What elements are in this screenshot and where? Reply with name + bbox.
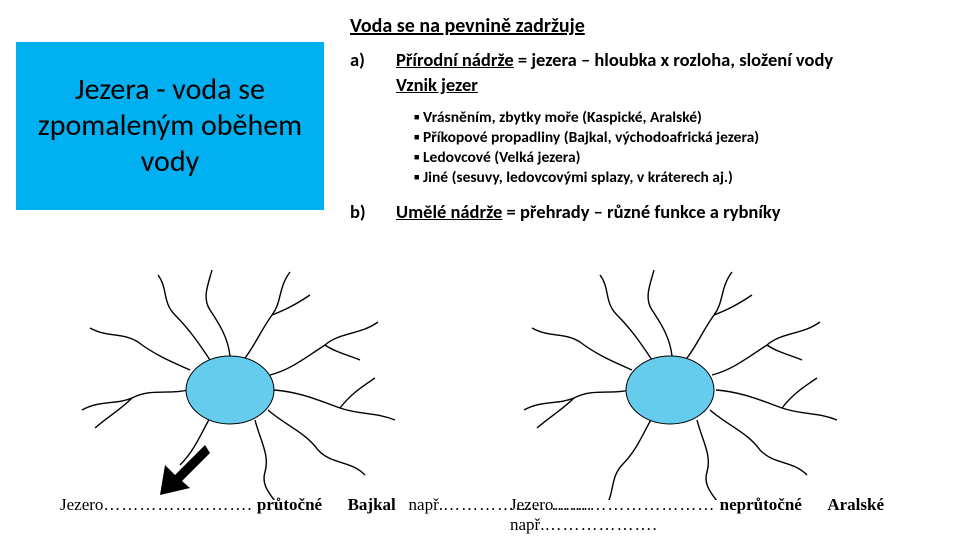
- cap-type: neprůtočné: [720, 495, 802, 514]
- b-underline: Umělé nádrže: [396, 200, 502, 223]
- cap-eg-label: Bajkal: [348, 495, 396, 514]
- bullet-item: Příkopové propadliny (Bajkal, východoafr…: [414, 128, 940, 147]
- cap-prefix: Jezero: [510, 495, 553, 514]
- cap-dots: …………………….: [103, 495, 252, 514]
- cap-dots: ……………….: [544, 515, 657, 534]
- marker-b: b): [350, 200, 370, 223]
- title-box: Jezera - voda se zpomaleným oběhem vody: [16, 42, 324, 210]
- cap-eg-label: Aralské: [827, 495, 884, 514]
- bullet-list: Vrásněním, zbytky moře (Kaspické, Aralsk…: [414, 108, 940, 187]
- cap-dots: ………………………: [553, 495, 715, 514]
- cap-suffix: např.: [409, 495, 443, 514]
- lake-diagrams: [60, 260, 920, 500]
- bullet-item: Jiné (sesuvy, ledovcovými splazy, v krát…: [414, 168, 940, 187]
- section-a: a) Přírodní nádrže = jezera – hloubka x …: [350, 48, 940, 188]
- a-underline-1: Přírodní nádrže: [396, 48, 514, 71]
- main-heading: Voda se na pevnině zadržuje: [350, 14, 585, 38]
- cap-type: průtočné: [257, 495, 322, 514]
- a-underline-2: Vznik jezer: [396, 73, 478, 96]
- a-rest-1: = jezera – hloubka x rozloha, složení vo…: [514, 48, 833, 71]
- section-a-body: Přírodní nádrže = jezera – hloubka x roz…: [396, 48, 940, 98]
- section-b: b) Umělé nádrže = přehrady – různé funkc…: [350, 200, 940, 225]
- cap-prefix: Jezero: [60, 495, 103, 514]
- bullet-item: Vrásněním, zbytky moře (Kaspické, Aralsk…: [414, 108, 940, 127]
- cap-suffix: např.: [510, 515, 544, 534]
- bullet-item: Ledovcové (Velká jezera): [414, 148, 940, 167]
- title-text: Jezera - voda se zpomaleným oběhem vody: [24, 72, 316, 180]
- marker-a: a): [350, 48, 370, 71]
- caption-right: Jezero……………………… neprůtočné Aralské např.…: [510, 495, 960, 535]
- b-rest: = přehrady – různé funkce a rybníky: [502, 200, 780, 223]
- section-b-body: Umělé nádrže = přehrady – různé funkce a…: [396, 200, 940, 225]
